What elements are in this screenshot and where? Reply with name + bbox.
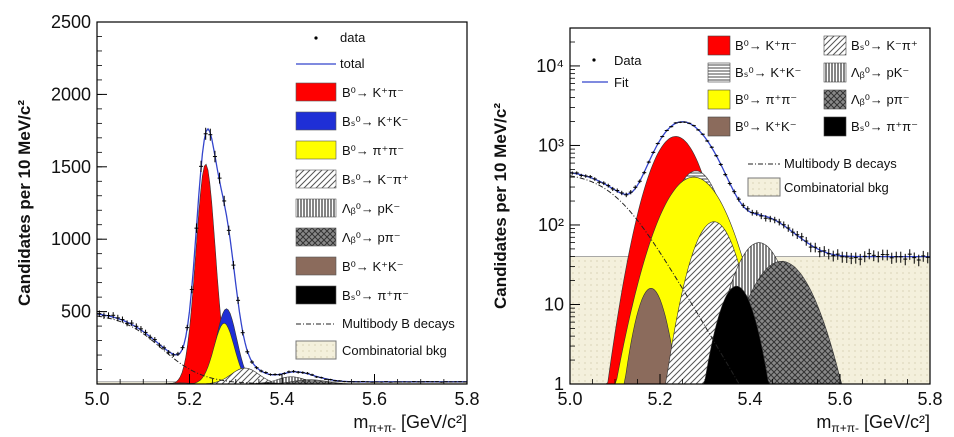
y-tick-label: 10⁴	[536, 56, 564, 76]
y-tick-label: 2500	[51, 12, 91, 32]
y-tick-label: 1500	[51, 157, 91, 177]
legend-entry: Multibody B decays	[342, 316, 455, 331]
fit-curve	[570, 121, 930, 258]
y-tick-label: 1000	[51, 229, 91, 249]
y-tick-label: 10²	[538, 215, 564, 235]
x-tick-label: 5.6	[362, 389, 387, 409]
x-tick-label: 5.0	[557, 389, 582, 409]
legend-entry: B⁰→ π⁺π⁻	[735, 92, 797, 107]
x-tick-label: 5.2	[177, 389, 202, 409]
legend-entry: Λᵦ⁰→ pπ⁻	[342, 230, 401, 245]
y-tick-label: 1	[554, 374, 564, 394]
legend-entry: Λᵦ⁰→ pπ⁻	[851, 92, 910, 107]
chart-panel-2: 5.0 5.2 5.4 5.6 5.8 1 10 10² 10³ 10⁴ mπ+π- [GeV/c²…	[491, 27, 943, 435]
legend-entry: Combinatorial bkg	[342, 343, 447, 358]
y-tick-label: 2000	[51, 84, 91, 104]
x-tick-label: 5.4	[269, 389, 294, 409]
legend-entry-fit: Fit	[614, 75, 629, 90]
legend-entry: Bₛ⁰→ K⁻π⁺	[851, 38, 918, 53]
legend-entry-data: Data	[614, 53, 642, 68]
component-multibody	[570, 175, 930, 384]
legend-entry-total: total	[340, 56, 365, 71]
legend-entry: Bₛ⁰→ π⁺π⁻	[851, 119, 918, 134]
legend-entry: Multibody B decays	[784, 156, 897, 171]
legend-entry: Combinatorial bkg	[784, 180, 889, 195]
component-bs0-	[570, 285, 930, 384]
x-axis-title: mπ+π- [GeV/c²]	[816, 412, 930, 435]
legend-entry: B⁰→ K⁺π⁻	[735, 38, 797, 53]
y-tick-label: 10³	[538, 135, 564, 155]
legend: data total B⁰→ K⁺π⁻ Bₛ⁰→ K⁺K⁻ B⁰→ π⁺π⁻ Bₛ⁰→ K…	[295, 30, 455, 360]
y-axis-title: Candidates per 10 MeV/c²	[15, 100, 34, 306]
legend-entry: B⁰→ π⁺π⁻	[342, 143, 404, 158]
chart-panel-1: 5.0 5.2 5.4 5.6 5.8 500 1000 1500 2000 2500 mπ+π- …	[15, 12, 480, 435]
y-tick-label: 10	[544, 294, 564, 314]
legend-entry: Λᵦ⁰→ pK⁻	[851, 65, 909, 80]
legend-entry: Λᵦ⁰→ pK⁻	[342, 201, 400, 216]
x-tick-label: 5.8	[917, 389, 942, 409]
legend-entry: Bₛ⁰→ K⁺K⁻	[735, 65, 801, 80]
legend-entry: B⁰→ K⁺K⁻	[342, 259, 404, 274]
component-b0-k-k-	[570, 287, 930, 384]
y-axis-title: Candidates per 10 MeV/c²	[491, 103, 510, 309]
x-tick-label: 5.6	[827, 389, 852, 409]
x-tick-label: 5.0	[84, 389, 109, 409]
legend-entry-data: data	[340, 30, 366, 45]
x-axis-title: mπ+π- [GeV/c²]	[353, 412, 467, 435]
legend-entry: B⁰→ K⁺K⁻	[735, 119, 797, 134]
x-tick-label: 5.2	[647, 389, 672, 409]
x-tick-label: 5.4	[737, 389, 762, 409]
legend: Data Fit B⁰→ K⁺π⁻ Bₛ⁰→ K⁺K⁻ B⁰→ π⁺π⁻ B⁰→ K⁺K⁻…	[582, 35, 918, 197]
y-tick-label: 500	[61, 302, 91, 322]
legend-entry: Bₛ⁰→ π⁺π⁻	[342, 288, 409, 303]
legend-entry: B⁰→ K⁺π⁻	[342, 85, 404, 100]
legend-entry: Bₛ⁰→ K⁺K⁻	[342, 114, 408, 129]
x-tick-label: 5.8	[454, 389, 479, 409]
legend-entry: Bₛ⁰→ K⁻π⁺	[342, 172, 409, 187]
